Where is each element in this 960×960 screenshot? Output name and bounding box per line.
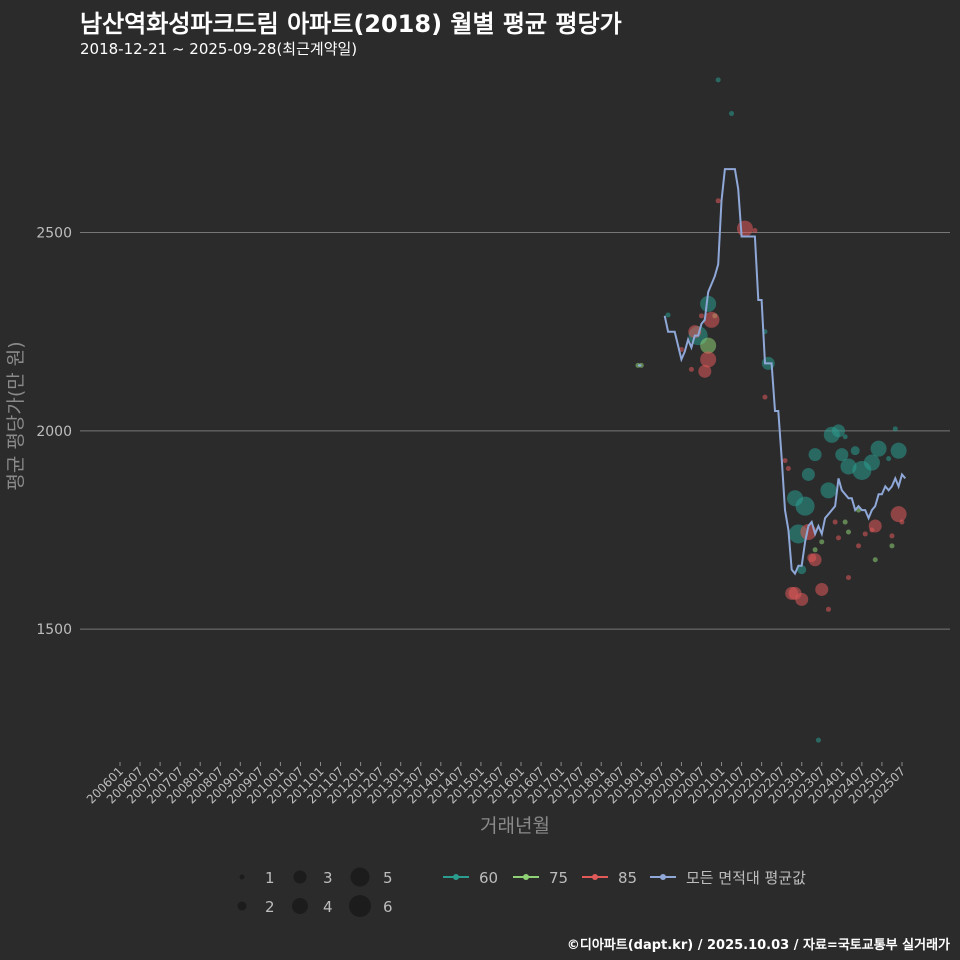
color-legend-label: 모든 면적대 평균값 — [686, 869, 806, 887]
y-tick-label: 1500 — [36, 622, 72, 638]
data-point — [889, 543, 895, 549]
y-tick-label: 2500 — [36, 226, 72, 242]
data-point — [850, 446, 860, 456]
data-point — [688, 366, 694, 372]
size-legend-dot — [237, 901, 247, 911]
size-legend-dot — [350, 867, 370, 887]
x-axis-label: 거래년월 — [480, 815, 550, 837]
y-tick-label: 2000 — [36, 424, 72, 440]
data-point — [870, 440, 887, 457]
size-legend-dot — [292, 898, 308, 914]
data-point — [665, 312, 671, 318]
data-point — [700, 337, 717, 354]
data-point — [782, 458, 788, 464]
data-point — [638, 362, 644, 368]
data-point — [700, 351, 717, 368]
data-point — [825, 606, 831, 612]
data-point — [715, 77, 721, 83]
color-legend: 60 75 85 모든 면적대 평균값 — [443, 869, 806, 887]
average-line — [663, 168, 907, 576]
data-point — [835, 448, 849, 462]
data-point — [698, 364, 712, 378]
data-point — [890, 442, 907, 459]
data-point — [842, 519, 848, 525]
series-85 — [678, 198, 907, 612]
grid-lines — [80, 232, 950, 630]
data-point — [801, 467, 815, 481]
data-point — [892, 426, 898, 432]
y-axis-label: 평균 평당가(만 원) — [5, 341, 27, 490]
size-legend-label: 3 — [323, 869, 333, 887]
size-legend-label: 2 — [265, 898, 275, 916]
data-point — [872, 557, 878, 563]
data-point — [752, 228, 758, 234]
source-credit: ©디아파트(dapt.kr) / 2025.10.03 / 자료=국토교통부 실… — [566, 938, 950, 953]
data-point — [808, 553, 822, 567]
data-point — [862, 531, 868, 537]
data-point — [703, 311, 720, 328]
color-legend-dot — [592, 874, 598, 880]
chart-title: 남산역화성파크드림 아파트(2018) 월별 평균 평당가 — [80, 10, 622, 38]
size-legend-dot — [349, 895, 371, 917]
data-point — [736, 220, 753, 237]
size-legend-label: 1 — [265, 869, 275, 887]
x-tick-labels: 2006012006072007012007072008012008072009… — [84, 762, 908, 807]
data-point — [700, 295, 717, 312]
size-legend-label: 4 — [323, 898, 333, 916]
series-60 — [665, 77, 907, 743]
data-point — [815, 737, 821, 743]
data-point — [729, 111, 735, 117]
data-point — [842, 434, 848, 440]
data-point — [797, 565, 807, 575]
color-legend-label: 60 — [479, 869, 498, 887]
data-point — [889, 533, 895, 539]
data-point — [832, 519, 838, 525]
data-point — [808, 448, 822, 462]
data-point — [819, 539, 825, 545]
size-legend-dot — [293, 870, 307, 884]
color-legend-label: 75 — [549, 869, 568, 887]
data-point — [812, 547, 818, 553]
data-point — [890, 506, 907, 523]
average-line-layer — [638, 168, 907, 576]
series-75 — [635, 313, 895, 563]
color-legend-label: 85 — [618, 869, 637, 887]
data-point — [846, 529, 852, 535]
data-point — [835, 535, 841, 541]
size-legend-label: 6 — [383, 898, 393, 916]
color-legend-dot — [453, 874, 459, 880]
size-legend-label: 5 — [383, 869, 393, 887]
data-point — [886, 456, 892, 462]
data-point — [795, 592, 809, 606]
scatter-series — [635, 77, 907, 743]
color-legend-dot — [523, 874, 529, 880]
color-legend-dot — [660, 874, 666, 880]
data-point — [831, 424, 845, 438]
size-legend: 1 2 3 4 5 6 — [237, 867, 393, 917]
data-point — [715, 198, 721, 204]
size-legend-dot — [239, 874, 245, 880]
data-point — [846, 575, 852, 581]
data-point — [899, 519, 905, 525]
data-point — [820, 482, 837, 499]
data-point — [856, 543, 862, 549]
y-tick-labels: 1500 2000 2500 — [36, 226, 72, 639]
data-point — [863, 454, 880, 471]
chart-subtitle: 2018-12-21 ~ 2025-09-28(최근계약일) — [80, 40, 358, 58]
data-point — [785, 466, 791, 472]
data-point — [762, 394, 768, 400]
data-point — [698, 313, 704, 319]
data-point — [815, 582, 829, 596]
data-point — [795, 496, 815, 516]
data-point — [868, 519, 882, 533]
